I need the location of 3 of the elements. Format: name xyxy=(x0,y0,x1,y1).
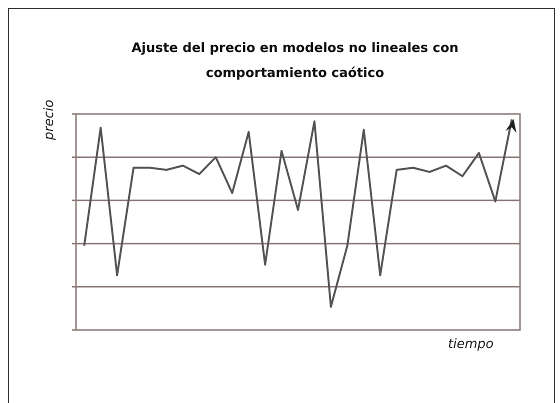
x-axis-title: tiempo xyxy=(448,337,494,352)
chart-title: Ajuste del precio en modelos no lineales con comportamiento caótico xyxy=(130,40,460,83)
y-axis-title: precio xyxy=(42,100,57,140)
